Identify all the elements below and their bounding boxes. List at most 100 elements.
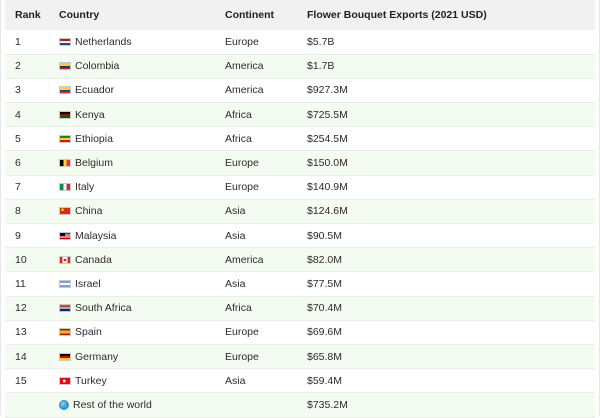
exports-cell: $65.8M (307, 344, 595, 370)
header-rank: Rank (15, 9, 41, 21)
exports-cell: $59.4M (307, 368, 595, 394)
flag-icon (59, 159, 71, 168)
rank-cell: 7 (5, 175, 59, 200)
table-row: 7 Italy Europe $140.9M (5, 175, 595, 200)
table-row: 4 Kenya Africa $725.5M (5, 102, 595, 128)
country-name: Belgium (75, 157, 113, 170)
country-cell: Turkey (59, 368, 225, 394)
exports-cell: $124.6M (307, 199, 595, 225)
country-name: Colombia (75, 60, 120, 73)
rank-cell: 9 (5, 223, 59, 249)
country-cell: South Africa (59, 296, 225, 321)
rank-cell: 6 (5, 150, 59, 176)
table-row: 11 Israel Asia $77.5M (5, 271, 595, 297)
rank-cell: 2 (5, 54, 59, 79)
exports-cell: $1.7B (307, 54, 595, 79)
rank-cell: 8 (5, 199, 59, 225)
flag-icon (59, 134, 71, 143)
continent-cell: Africa (225, 102, 307, 128)
rank-cell: 4 (5, 102, 59, 128)
continent-cell: Asia (225, 223, 307, 249)
flag-icon (59, 255, 71, 264)
table-row: 9 Malaysia Asia $90.5M (5, 223, 595, 249)
country-cell: Canada (59, 247, 225, 273)
table-row: 8 China Asia $124.6M (5, 199, 595, 225)
table-row: 13 Spain Europe $69.6M (5, 320, 595, 345)
table-row: 14 Germany Europe $65.8M (5, 344, 595, 370)
country-cell: Spain (59, 320, 225, 345)
exports-cell: $150.0M (307, 150, 595, 176)
country-name: Rest of the world (73, 398, 152, 411)
country-cell: Kenya (59, 102, 225, 128)
globe-icon (59, 399, 69, 410)
continent-cell: Europe (225, 320, 307, 345)
country-name: Ecuador (75, 84, 115, 97)
exports-cell: $735.2M (307, 392, 595, 418)
flag-icon (59, 376, 71, 385)
exports-cell: $69.6M (307, 320, 595, 345)
continent-cell: Africa (225, 126, 307, 152)
flag-icon (59, 352, 71, 361)
continent-cell: Asia (225, 199, 307, 225)
rank-cell: 14 (5, 344, 59, 370)
country-cell: Malaysia (59, 223, 225, 249)
continent-cell: Europe (225, 150, 307, 176)
country-name: Germany (75, 350, 119, 363)
table-header-row: Rank Country Continent Flower Bouquet Ex… (5, 0, 595, 30)
flag-icon (59, 37, 71, 46)
flag-icon (59, 328, 71, 337)
country-cell: Belgium (59, 150, 225, 176)
flag-icon (59, 110, 71, 119)
table-row: 12 South Africa Africa $70.4M (5, 296, 595, 321)
country-cell: Colombia (59, 54, 225, 79)
exports-cell: $140.9M (307, 175, 595, 200)
flower-exports-table: Rank Country Continent Flower Bouquet Ex… (5, 0, 595, 418)
rank-cell: 11 (5, 271, 59, 297)
rank-cell: 1 (5, 30, 59, 55)
country-name: Malaysia (75, 229, 117, 242)
continent-cell (225, 392, 307, 418)
country-name: Italy (75, 181, 95, 194)
country-name: Kenya (75, 108, 105, 121)
flag-icon (59, 207, 71, 216)
continent-cell: Asia (225, 368, 307, 394)
rank-cell: 13 (5, 320, 59, 345)
exports-cell: $82.0M (307, 247, 595, 273)
table-row: 15 Turkey Asia $59.4M (5, 368, 595, 394)
table-row: 1 Netherlands Europe $5.7B (5, 30, 595, 55)
table-row: 10 Canada America $82.0M (5, 247, 595, 273)
table-body: 1 Netherlands Europe $5.7B 2 Colombia America $… (5, 30, 595, 418)
country-cell: Israel (59, 271, 225, 297)
header-continent: Continent (225, 9, 274, 21)
exports-cell: $254.5M (307, 126, 595, 152)
country-name: Canada (75, 253, 112, 266)
country-cell: China (59, 199, 225, 225)
rank-cell: 3 (5, 78, 59, 104)
flag-icon (59, 304, 71, 313)
country-name: Ethiopia (75, 132, 113, 145)
header-country: Country (59, 9, 100, 21)
header-exports: Flower Bouquet Exports (2021 USD) (307, 9, 487, 21)
flag-icon (59, 231, 71, 240)
table-row: 6 Belgium Europe $150.0M (5, 150, 595, 176)
country-name: Spain (75, 326, 102, 339)
country-name: Netherlands (75, 35, 132, 48)
rank-cell: 5 (5, 126, 59, 152)
flag-icon (59, 86, 71, 95)
country-cell: Netherlands (59, 30, 225, 55)
exports-cell: $927.3M (307, 78, 595, 104)
exports-cell: $90.5M (307, 223, 595, 249)
exports-cell: $725.5M (307, 102, 595, 128)
continent-cell: Europe (225, 175, 307, 200)
table-row: Rest of the world $735.2M (5, 392, 595, 418)
continent-cell: Europe (225, 344, 307, 370)
rank-cell: 15 (5, 368, 59, 394)
country-cell: Rest of the world (59, 392, 225, 418)
country-cell: Ethiopia (59, 126, 225, 152)
continent-cell: America (225, 54, 307, 79)
continent-cell: Europe (225, 30, 307, 55)
country-cell: Germany (59, 344, 225, 370)
flag-icon (59, 183, 71, 192)
country-name: China (75, 205, 103, 218)
